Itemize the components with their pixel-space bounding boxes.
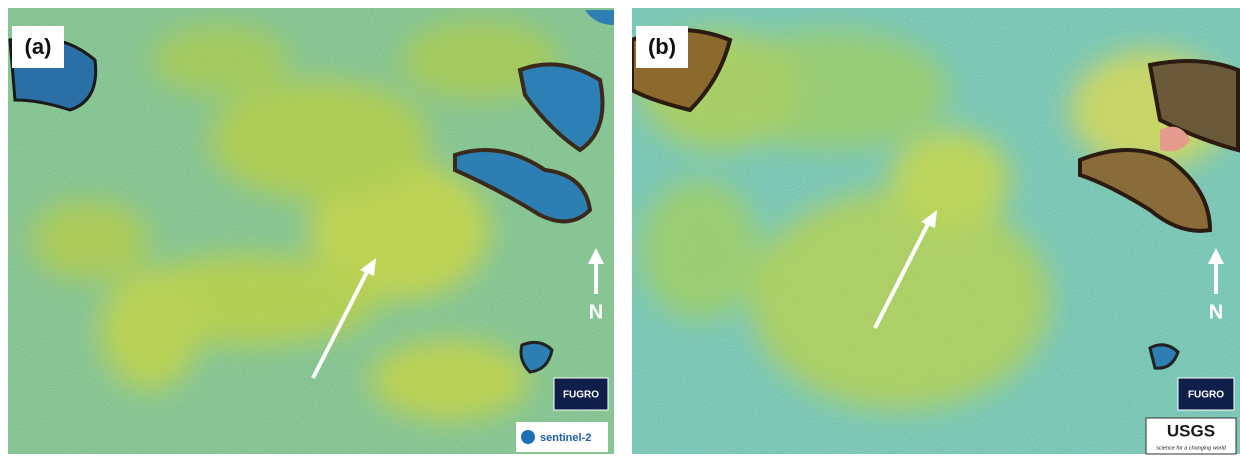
logo-text: FUGRO [563,390,599,401]
logo-icon [521,430,535,444]
figure: (a) N FUGRO sentinel-2 (b) N FUGRO USGS … [0,0,1240,456]
north-label: N [589,301,603,323]
logo-tagline: science for a changing world [1156,445,1227,451]
logo-text: sentinel-2 [540,432,591,444]
panel-label: (a) [25,34,52,59]
panel-label: (b) [648,34,676,59]
panel-b-image [632,8,1240,454]
panel-a-image [8,8,614,454]
north-label: N [1209,301,1223,323]
logo-text: FUGRO [1188,390,1224,401]
logo-text: USGS [1167,421,1215,440]
